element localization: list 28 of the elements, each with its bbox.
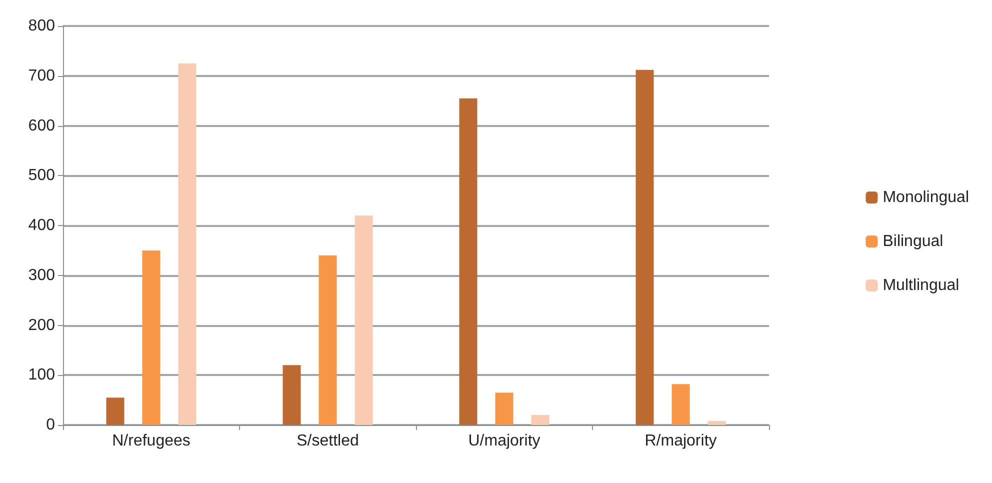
- bar: [354, 216, 373, 425]
- legend-label: Multlingual: [882, 277, 960, 294]
- y-tick-label: 800: [28, 18, 56, 34]
- bar: [178, 63, 196, 425]
- x-tick-label: N/refugees: [112, 432, 190, 450]
- bar: [282, 365, 301, 425]
- bar: [636, 70, 654, 425]
- bar: [142, 250, 160, 425]
- bar: [318, 255, 337, 425]
- y-tick-label: 700: [28, 67, 56, 84]
- x-tick-label: R/majority: [644, 432, 717, 450]
- y-tick-label: 100: [28, 366, 56, 384]
- bar: [708, 421, 726, 425]
- legend-label: Monolingual: [882, 189, 969, 206]
- y-tick-label: 500: [28, 167, 56, 184]
- y-tick-label: 0: [46, 416, 56, 434]
- y-tick-label: 200: [28, 316, 56, 334]
- bar: [672, 384, 690, 425]
- y-tick-label: 600: [28, 117, 56, 134]
- bar: [531, 415, 550, 425]
- bar: [495, 392, 514, 425]
- y-tick-label: 400: [28, 217, 56, 234]
- bar: [459, 98, 478, 425]
- bar: [106, 398, 124, 425]
- x-tick-label: U/majority: [468, 432, 540, 450]
- legend-label: Bilingual: [882, 233, 944, 250]
- y-tick-label: 300: [28, 266, 56, 284]
- x-tick-label: S/settled: [296, 432, 359, 450]
